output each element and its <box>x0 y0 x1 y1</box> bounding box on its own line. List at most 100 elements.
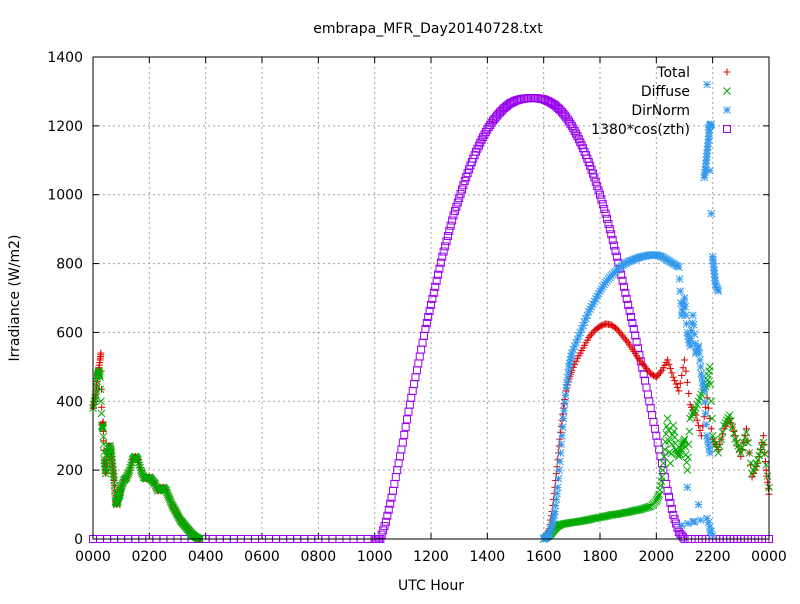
x-tick-label: 2000 <box>639 549 675 565</box>
data-point <box>625 306 634 315</box>
data-point <box>572 357 580 365</box>
legend-marker <box>723 68 731 76</box>
data-point <box>684 453 692 462</box>
data-point <box>604 219 613 228</box>
data-point <box>659 459 668 468</box>
data-point <box>631 331 640 340</box>
data-point <box>559 414 568 423</box>
x-tick-label: 0200 <box>132 549 168 565</box>
data-point <box>438 252 447 261</box>
series-2 <box>539 80 723 543</box>
data-point <box>639 370 648 379</box>
x-axis-ticks: 0000 0200 0400 0600 0800 1000 1200 1400 1600 1800… <box>75 57 787 565</box>
data-point <box>379 526 388 535</box>
data-point <box>445 226 454 235</box>
data-point <box>673 523 682 532</box>
y-tick-label: 800 <box>56 257 83 273</box>
data-point <box>686 334 695 343</box>
data-point <box>556 457 564 466</box>
data-point <box>641 504 649 512</box>
data-point <box>610 241 619 250</box>
y-tick-label: 1000 <box>47 188 83 204</box>
data-point <box>755 451 763 460</box>
data-point <box>125 468 133 476</box>
x-tick-label: 1600 <box>526 549 562 565</box>
data-point <box>570 127 579 136</box>
data-point <box>432 276 441 285</box>
data-point <box>425 306 434 315</box>
data-point <box>381 517 390 526</box>
data-point <box>658 466 667 474</box>
data-point <box>407 393 416 402</box>
data-point <box>456 189 465 198</box>
data-point <box>696 356 704 364</box>
data-point <box>421 324 430 333</box>
data-point <box>678 371 686 379</box>
data-point <box>603 214 612 223</box>
data-point <box>100 437 108 445</box>
data-point <box>383 511 392 520</box>
data-point <box>96 385 105 394</box>
data-point <box>397 445 406 454</box>
data-point <box>742 428 751 437</box>
data-point <box>717 435 725 444</box>
data-point <box>415 352 424 361</box>
data-point <box>99 432 108 441</box>
data-point <box>484 123 493 132</box>
y-tick-label: 1200 <box>47 119 83 135</box>
data-point <box>597 195 606 204</box>
data-point <box>667 504 676 513</box>
grid-lines <box>93 57 769 539</box>
data-point <box>448 216 457 225</box>
data-point <box>398 438 407 447</box>
data-point <box>685 390 693 398</box>
data-point <box>696 427 704 435</box>
data-point <box>435 264 444 273</box>
x-tick-label: 1000 <box>357 549 393 565</box>
data-point <box>126 463 135 472</box>
x-tick-label: 0600 <box>244 549 280 565</box>
data-point <box>715 442 724 450</box>
data-point <box>695 421 703 429</box>
data-point <box>675 452 683 461</box>
data-point <box>680 294 689 302</box>
data-point <box>386 499 395 508</box>
plot-frame <box>92 56 770 540</box>
data-point <box>679 533 688 542</box>
data-point <box>436 258 445 267</box>
data-point <box>125 466 134 474</box>
data-point <box>134 455 142 464</box>
data-point <box>641 376 650 385</box>
data-point <box>390 479 399 488</box>
data-point <box>428 294 437 303</box>
data-point <box>97 385 105 393</box>
data-point <box>764 478 772 486</box>
data-point <box>642 383 651 392</box>
data-point <box>600 204 609 213</box>
data-point <box>424 312 433 321</box>
data-point <box>452 202 461 211</box>
y-tick-label: 0 <box>74 532 83 548</box>
data-point <box>107 452 116 461</box>
data-point <box>683 378 691 386</box>
data-point <box>403 415 412 424</box>
data-point <box>109 473 118 481</box>
data-point <box>439 247 448 256</box>
data-point <box>95 371 104 380</box>
data-point <box>644 503 652 512</box>
data-point <box>590 173 599 182</box>
data-point <box>643 390 652 399</box>
legend-label: DirNorm <box>631 103 690 119</box>
data-point <box>497 106 506 115</box>
data-point <box>704 123 713 132</box>
data-point <box>96 373 104 382</box>
data-point <box>404 407 413 416</box>
data-point <box>702 420 711 429</box>
data-point <box>459 181 468 190</box>
data-point <box>656 452 665 461</box>
x-axis-label: UTC Hour <box>398 578 464 594</box>
data-point <box>563 373 572 382</box>
data-point <box>108 462 117 471</box>
data-point <box>725 411 734 419</box>
